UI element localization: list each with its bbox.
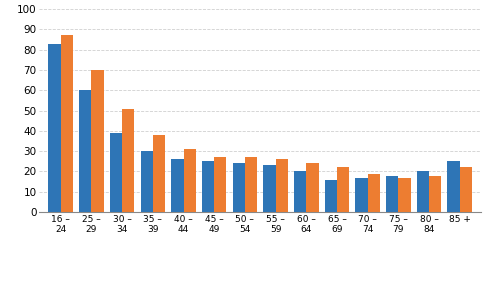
Bar xyxy=(263,165,275,212)
Bar xyxy=(275,159,288,212)
Bar xyxy=(122,108,135,212)
Bar xyxy=(202,161,214,212)
Bar xyxy=(171,159,184,212)
Bar xyxy=(153,135,165,212)
Bar xyxy=(233,163,245,212)
Bar xyxy=(245,157,257,212)
Bar xyxy=(79,90,91,212)
Bar xyxy=(398,178,410,212)
Bar xyxy=(140,151,153,212)
Bar xyxy=(294,171,306,212)
Bar xyxy=(337,168,349,212)
Bar xyxy=(61,35,73,212)
Bar xyxy=(91,70,104,212)
Bar xyxy=(368,174,380,212)
Bar xyxy=(214,157,226,212)
Bar xyxy=(460,168,472,212)
Bar xyxy=(386,175,398,212)
Bar xyxy=(49,44,61,212)
Bar xyxy=(417,171,429,212)
Bar xyxy=(429,175,441,212)
Bar xyxy=(110,133,122,212)
Bar xyxy=(184,149,196,212)
Bar xyxy=(325,180,337,212)
Bar xyxy=(355,178,368,212)
Bar xyxy=(447,161,460,212)
Bar xyxy=(306,163,319,212)
